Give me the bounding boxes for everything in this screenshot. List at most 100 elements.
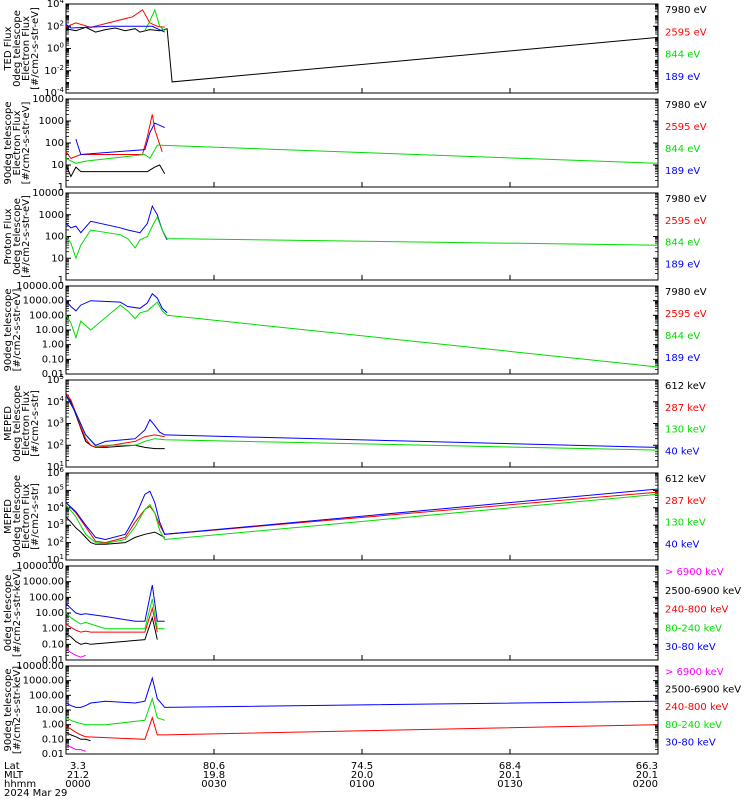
- ylabel-line: [#/cm2-s-str-eV]: [30, 7, 41, 90]
- xtick-label-hhmm: 0200: [633, 779, 658, 790]
- ylabel-line: TED Flux: [3, 26, 14, 71]
- ytick-label: 10: [51, 160, 64, 171]
- legend-entry: 2595 eV: [665, 309, 707, 320]
- ylabel-line: Electron Flux: [21, 16, 32, 81]
- ytick-label: 0.10: [42, 734, 64, 745]
- series-line-red: [65, 114, 163, 160]
- ytick-label: 10: [51, 253, 64, 264]
- ytick-label: 0.10: [42, 354, 64, 365]
- panel-8: 10000.00 1000.00 100.00 10.00 1.00 0.10 0.01 90…: [3, 661, 741, 760]
- xaxis-row-label-lat: Lat: [4, 761, 20, 772]
- ytick-label: 0.01: [42, 655, 64, 666]
- ytick-label: 103: [47, 518, 64, 531]
- ytick-label: 10-4: [44, 86, 64, 99]
- series-line-blue: [75, 122, 165, 156]
- legend-entry: 287 keV: [665, 496, 706, 507]
- ytick-label: 104: [47, 395, 65, 408]
- ytick-label: 100.00: [29, 592, 64, 603]
- xtick-label-hhmm: 0030: [201, 779, 226, 790]
- series-line-green: [65, 598, 165, 630]
- legend-entry: 189 eV: [665, 166, 700, 177]
- ytick-label: 101: [47, 460, 64, 473]
- panel-7: 10000.00 1000.00 100.00 10.00 1.00 0.10 0.01 0d…: [3, 561, 741, 666]
- legend-entry: 7980 eV: [665, 5, 707, 16]
- legend-entry: 189 eV: [665, 259, 700, 270]
- legend-entry: 30-80 keV: [665, 737, 716, 748]
- panel-frame: [65, 285, 659, 375]
- panel-4: 10000.00 1000.00 100.00 10.00 1.00 0.10 0.01 90…: [3, 281, 707, 380]
- ytick-label: 102: [47, 536, 64, 549]
- ylabel-line: 0deg telescope: [12, 198, 23, 275]
- series-line-blue: [65, 488, 659, 541]
- xaxis-row-label-hhmm: hhmm: [4, 779, 36, 790]
- series-line-blue: [65, 23, 165, 33]
- legend-entry: 240-800 keV: [665, 702, 729, 713]
- series-line-green: [65, 144, 659, 164]
- ylabel-line: [#/cm2-s-str-keV]: [12, 666, 23, 754]
- ytick-label: 104: [47, 501, 65, 514]
- ytick-label: 102: [47, 19, 64, 32]
- legend-entry: 2500-6900 keV: [665, 685, 741, 696]
- ylabel-line: [#/cm2-s-str]: [30, 483, 41, 550]
- legend-entry: 844 eV: [665, 331, 700, 342]
- series-line-red: [65, 606, 158, 633]
- ylabel-line: [#/cm2-s-str]: [30, 390, 41, 457]
- ytick-label: 100: [45, 138, 64, 149]
- ylabel-line: MEPED: [3, 499, 14, 534]
- ytick-label: 0.01: [42, 749, 64, 760]
- ytick-label: 10-2: [44, 64, 64, 77]
- ytick-label: 106: [47, 466, 65, 479]
- ytick-label: 1000.00: [23, 676, 64, 687]
- xaxis-row-label-mlt: MLT: [4, 770, 24, 781]
- xaxis-date-label: 2024 Mar 29: [4, 788, 67, 799]
- legend-entry: 2595 eV: [665, 216, 707, 227]
- ytick-label: 100.00: [29, 310, 64, 321]
- ytick-label: 0.10: [42, 639, 64, 650]
- legend-entry: 287 keV: [665, 403, 706, 414]
- xtick-label-hhmm: 0100: [349, 779, 374, 790]
- xtick-label-lat: 3.3: [70, 761, 86, 772]
- series-line-green: [144, 8, 166, 32]
- series-line-green: [65, 301, 659, 368]
- series-line-red: [65, 9, 165, 28]
- ytick-label: 10.00: [35, 325, 64, 336]
- legend-entry: 189 eV: [665, 72, 700, 83]
- panel-frame: [65, 379, 659, 468]
- legend-entry: 130 keV: [665, 425, 706, 436]
- ylabel-line: Electron Flux: [21, 484, 32, 549]
- series-line-black: [65, 731, 91, 742]
- xtick-label-lat: 68.4: [499, 761, 521, 772]
- legend-entry: 189 eV: [665, 353, 700, 364]
- ylabel-line: [#/cm2-s-str-eV]: [21, 102, 32, 185]
- ylabel-line: 0deg telescope: [12, 10, 23, 87]
- legend-entry: 7980 eV: [665, 287, 707, 298]
- legend-entry: > 6900 keV: [665, 667, 724, 678]
- legend-entry: > 6900 keV: [665, 567, 724, 578]
- ytick-label: 105: [47, 373, 64, 386]
- ytick-label: 10000: [32, 188, 64, 199]
- ytick-label: 101: [47, 553, 64, 566]
- legend-entry: 2595 eV: [665, 27, 707, 38]
- legend-entry: 844 eV: [665, 50, 700, 61]
- ytick-label: 1000.00: [23, 296, 64, 307]
- ytick-label: 10.00: [35, 705, 64, 716]
- ytick-label: 10000.00: [16, 281, 64, 292]
- ylabel-line: [#/cm2-s-str-eV]: [21, 195, 32, 278]
- legend-entry: 612 keV: [665, 381, 706, 392]
- xtick-label-mlt: 21.2: [67, 770, 89, 781]
- series-line-red: [65, 716, 659, 740]
- ytick-label: 10000: [32, 94, 64, 105]
- xtick-label-lat: 74.5: [351, 761, 373, 772]
- ytick-label: 100.00: [29, 690, 64, 701]
- series-line-black: [65, 615, 158, 645]
- ytick-label: 1: [58, 182, 64, 193]
- ytick-label: 1000.00: [23, 577, 64, 588]
- ylabel-line: 90deg telescope: [3, 668, 14, 751]
- ylabel-line: Electron Flux: [21, 391, 32, 456]
